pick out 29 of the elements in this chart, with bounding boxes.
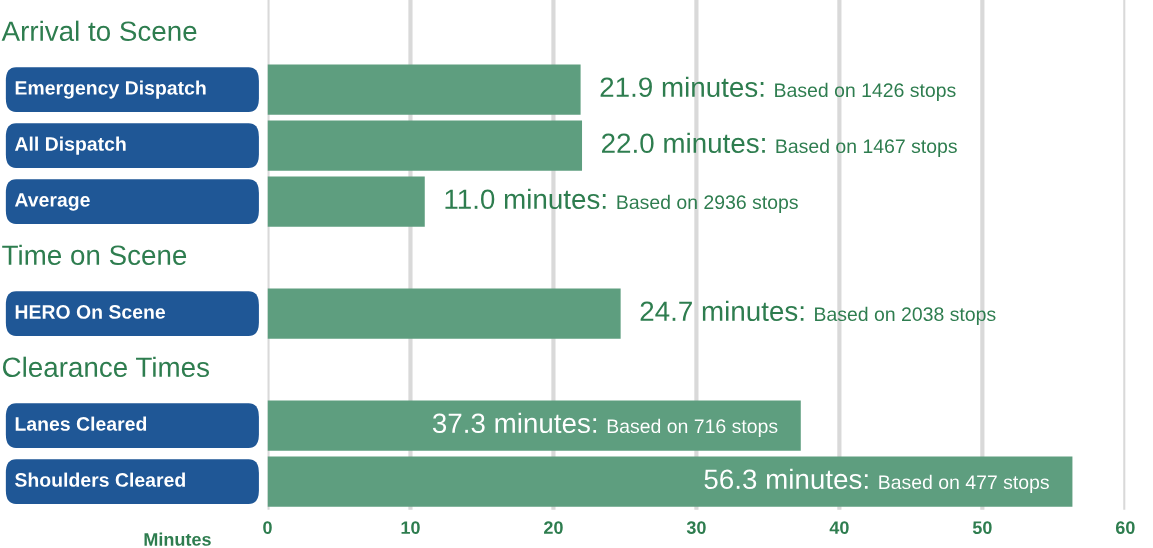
data-label: 56.3 minutes: Based on 477 stops [704,468,1049,493]
x-tick-label: 60 [1115,521,1135,535]
x-axis-title: Minutes [144,532,211,546]
y-tick-label: All Dispatch [14,136,126,155]
bar [267,288,621,339]
x-tick-label: 0 [263,521,272,535]
bar [267,456,1073,507]
data-label: 11.0 minutes: Based on 2936 stops [445,188,798,213]
text: Time on Scene [2,244,187,266]
y-tick-label: Emergency Dispatch [15,80,206,99]
x-tick-label: 50 [972,521,992,535]
text: Clearance Times [2,356,209,378]
x-tick-label: 30 [686,521,706,535]
x-tick-label: 10 [401,521,420,535]
bar [267,120,583,171]
bar [267,176,425,227]
x-tick-label: 20 [544,521,563,535]
x-tick-label: 40 [829,521,849,535]
y-tick-label: Average [14,193,90,211]
data-label: 24.7 minutes: Based on 2038 stops [640,300,996,325]
data-label: 37.3 minutes: Based on 716 stops [432,412,778,437]
data-label: 22.0 minutes: Based on 1467 stops [602,132,957,157]
y-tick-label: Shoulders Cleared [14,472,185,487]
bar [267,64,581,115]
bar [267,400,801,451]
text: Arrival to Scene [1,20,197,42]
data-label: 21.9 minutes: Based on 1426 stops [600,76,956,101]
y-tick-label: Lanes Cleared [15,416,147,431]
y-tick-label: HERO On Scene [15,305,166,319]
